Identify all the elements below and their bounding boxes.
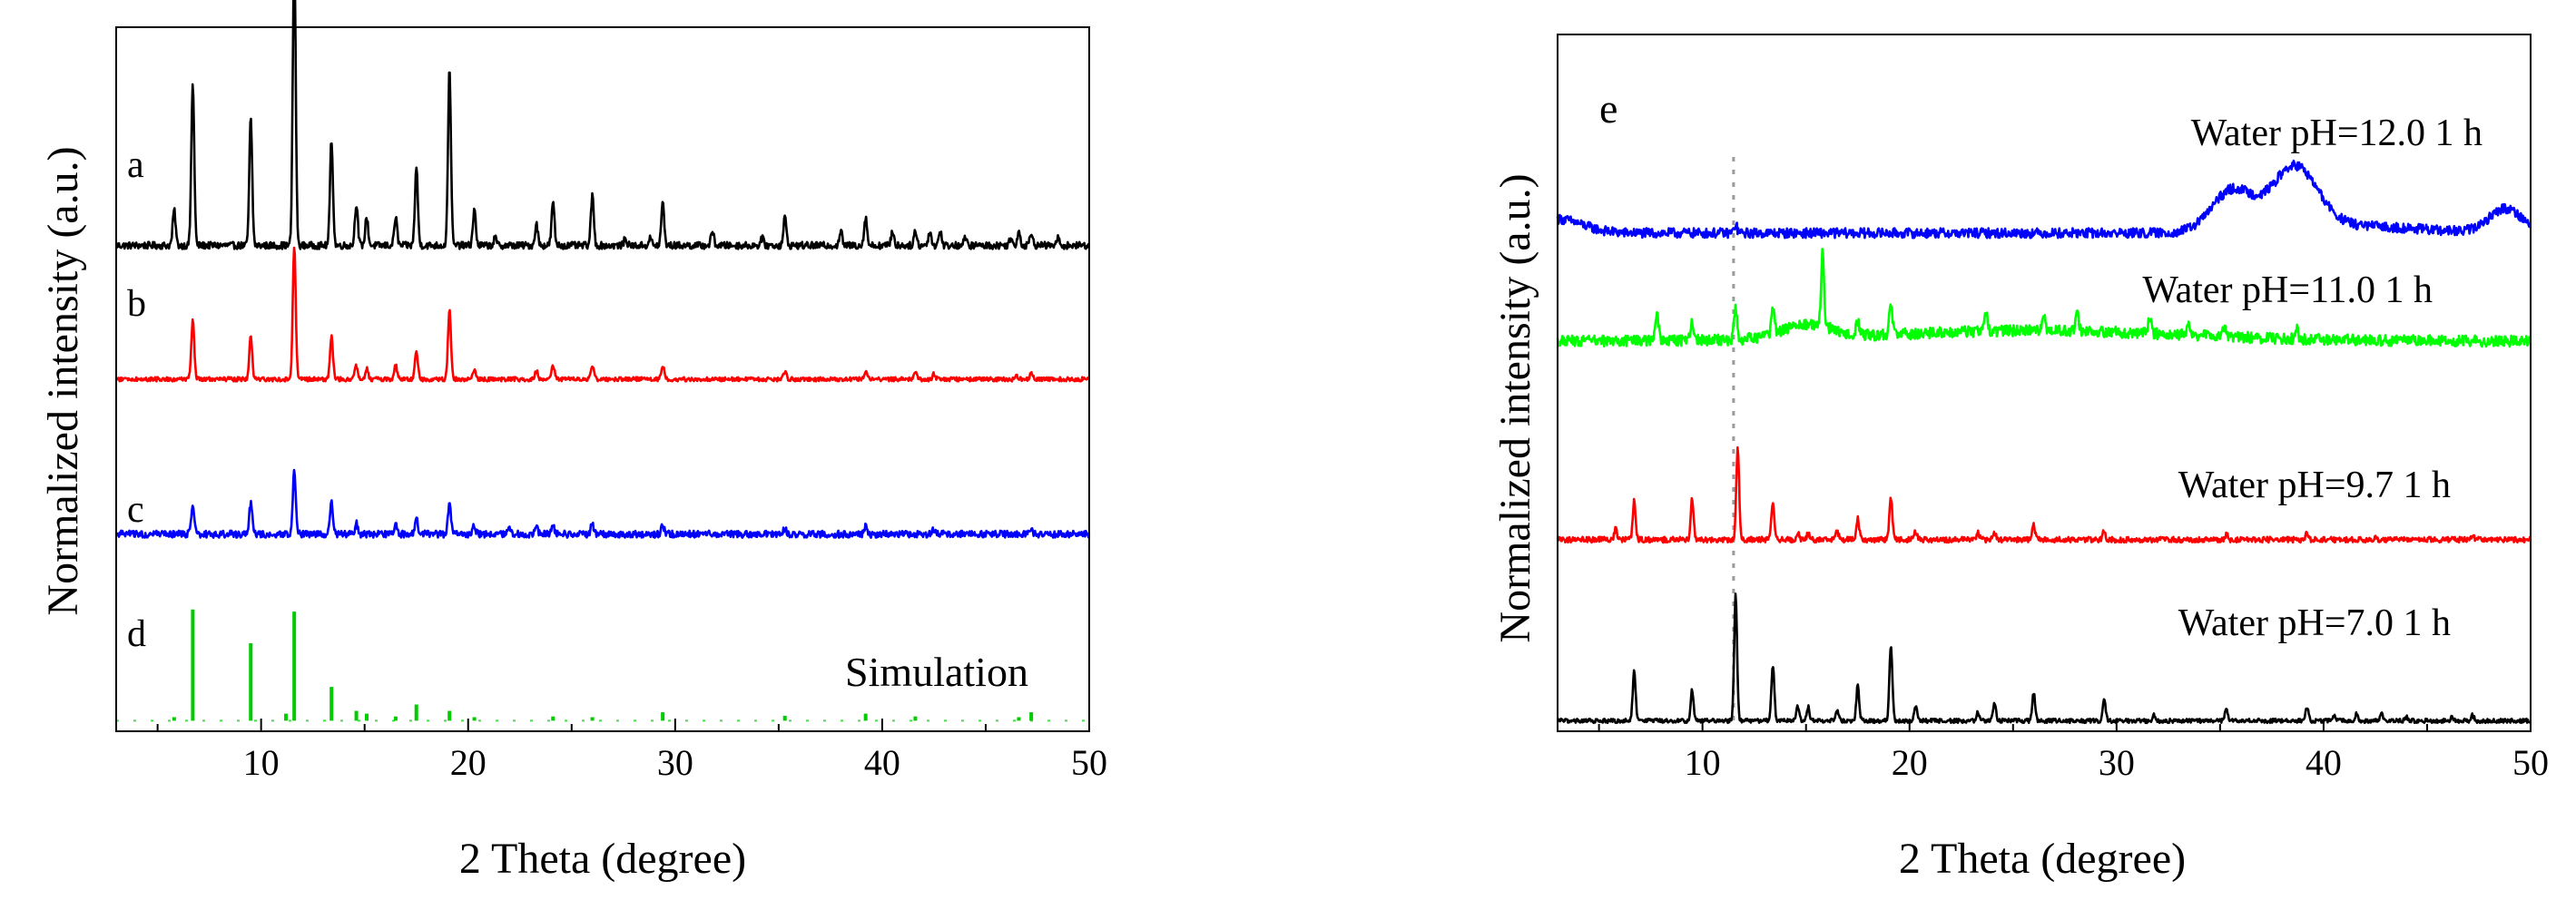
right-plot-frame [1557,34,2532,732]
right-x-tick-label: 10 [1685,742,1721,783]
right-x-axis-title: 2 Theta (degree) [1899,835,2186,883]
left-plot: a b c d [114,0,1091,722]
left-x-ticks: 10 20 30 40 50 [156,719,1107,783]
left-simulation-label: Simulation [845,649,1028,695]
left-series-a-line [114,0,1090,250]
right-series-label-water-ph-7-0-1-h: Water pH=7.0 1 h [2178,602,2451,644]
right-x-ticks: 10 20 30 40 50 [1598,719,2549,783]
left-panel: Normalized intensity (a.u.) a b c d 10 20 30 4… [39,0,1107,883]
right-x-tick-label: 30 [2099,742,2135,783]
left-x-tick-label: 50 [1071,742,1107,783]
right-x-tick-label: 40 [2306,742,2342,783]
left-y-axis-title: Normalized intensity (a.u.) [39,146,87,615]
left-series-label-a: a [127,144,144,186]
right-series-label-water-ph-11-0-1-h: Water pH=11.0 1 h [2142,269,2433,311]
right-series-water-ph-9-7-1-h-line [1556,445,2532,544]
right-y-axis-title: Normalized intensity (a.u.) [1491,173,1539,642]
left-series-label-b: b [127,283,146,325]
right-x-tick-label: 20 [1892,742,1928,783]
right-series-water-ph-11-0-1-h-line [1556,247,2532,348]
right-x-tick-label: 50 [2512,742,2549,783]
left-series-label-c: c [127,489,144,531]
left-x-tick-label: 10 [243,742,280,783]
right-series-label-water-ph-9-7-1-h: Water pH=9.7 1 h [2178,465,2451,506]
left-series-label-d: d [127,613,146,655]
left-x-tick-label: 40 [864,742,900,783]
left-x-tick-label: 30 [657,742,693,783]
left-series-b-line [114,246,1091,383]
right-series-label-water-ph-12-0-1-h: Water pH=12.0 1 h [2191,113,2483,154]
left-x-axis-title: 2 Theta (degree) [459,835,746,883]
left-series-c-line [114,468,1091,539]
left-plot-frame [115,26,1090,732]
right-plot: Water pH=12.0 1 h Water pH=11.0 1 h Water … [1556,113,2532,728]
right-series-water-ph-7-0-1-h-line [1556,592,2532,725]
left-x-tick-label: 20 [450,742,487,783]
right-panel-letter: e [1599,85,1617,132]
right-series-water-ph-12-0-1-h-line [1556,159,2532,240]
right-panel: Normalized intensity (a.u.) Water pH=12.… [1491,34,2549,883]
